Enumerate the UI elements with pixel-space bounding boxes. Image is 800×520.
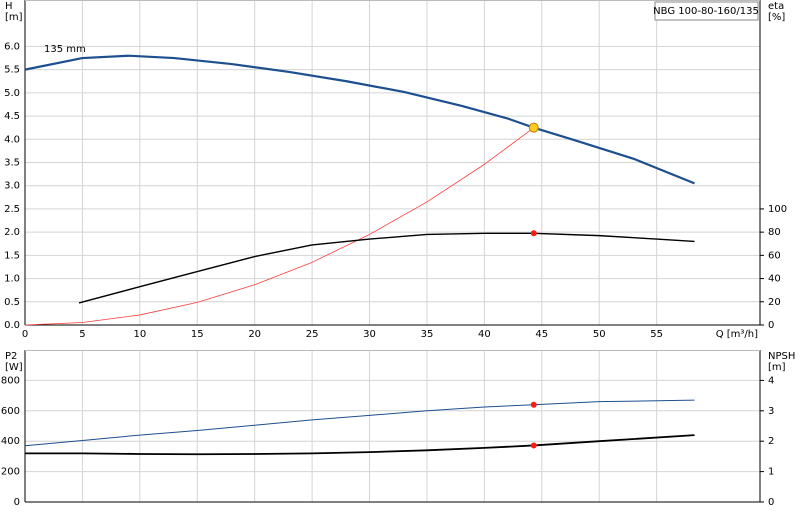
y2-axis-label: NPSH	[768, 351, 795, 362]
y2-tick-label: 4	[768, 375, 774, 386]
y-tick-label: 600	[1, 406, 20, 417]
duty-point	[530, 442, 537, 449]
y2-tick-label: 20	[768, 297, 781, 308]
chart-title: NBG 100-80-160/135	[653, 6, 759, 17]
y-tick-label: 0	[14, 497, 20, 508]
y2-tick-label: 40	[768, 274, 781, 285]
y-tick-label: 6.0	[4, 41, 20, 52]
y2-tick-label: 0	[768, 497, 774, 508]
y-tick-label: 5.5	[4, 65, 20, 76]
y-tick-label: 1.0	[4, 274, 20, 285]
duty-point	[530, 401, 537, 408]
x-tick-label: 50	[593, 329, 606, 340]
x-tick-label: 5	[79, 329, 85, 340]
title-box	[654, 1, 759, 21]
x-tick-label: 40	[478, 329, 491, 340]
y-tick-label: 3.0	[4, 181, 20, 192]
x-tick-label: 55	[650, 329, 663, 340]
y2-tick-label: 1	[768, 467, 774, 478]
x-tick-label: 0	[22, 329, 28, 340]
y-tick-label: 800	[1, 375, 20, 386]
x-tick-label: 25	[306, 329, 319, 340]
y-tick-label: 400	[1, 436, 20, 447]
series-line	[25, 434, 695, 456]
y-tick-label: 3.5	[4, 158, 20, 169]
series-line	[24, 399, 695, 447]
x-tick-label: 30	[363, 329, 376, 340]
y2-axis-unit: [%]	[768, 12, 785, 23]
x-tick-label: 15	[191, 329, 204, 340]
y-axis-label: H	[5, 1, 13, 12]
x-tick-label: 45	[535, 329, 548, 340]
y-tick-label: 0.0	[4, 320, 20, 331]
y-tick-label: 5.0	[4, 88, 20, 99]
y2-tick-label: 0	[768, 320, 774, 331]
duty-point	[530, 230, 537, 237]
y-axis-unit: [m]	[5, 12, 23, 23]
y-axis-label: P2	[5, 351, 17, 362]
y2-tick-label: 2	[768, 436, 774, 447]
x-tick-label: 35	[421, 329, 434, 340]
y-tick-label: 2.5	[4, 204, 20, 215]
annotation: 135 mm	[44, 44, 86, 55]
y-tick-label: 200	[1, 467, 20, 478]
y-tick-label: 0.5	[4, 297, 20, 308]
y-axis-unit: [W]	[5, 362, 23, 373]
y2-tick-label: 60	[768, 250, 781, 261]
series-line	[78, 232, 695, 304]
x-tick-label: 10	[133, 329, 146, 340]
y2-tick-label: 80	[768, 227, 781, 238]
y-tick-label: 2.0	[4, 227, 20, 238]
duty-point	[528, 122, 539, 133]
series-line	[24, 54, 695, 185]
y2-tick-label: 3	[768, 406, 774, 417]
y-tick-label: 1.5	[4, 250, 20, 261]
y2-tick-label: 100	[768, 204, 787, 215]
y-tick-label: 4.5	[4, 111, 20, 122]
y-tick-label: 4.0	[4, 134, 20, 145]
x-tick-label: 20	[248, 329, 261, 340]
series-line	[24, 127, 534, 326]
x-axis-label: Q [m³/h]	[716, 329, 758, 340]
y2-axis-label: eta	[768, 1, 784, 12]
y2-axis-unit: [m]	[768, 362, 786, 373]
